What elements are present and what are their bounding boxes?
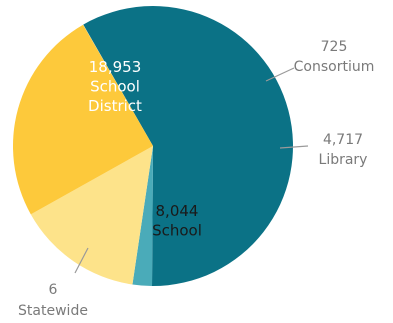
pie-slice-school: [12, 24, 153, 215]
slice-label-library: 4,717 Library: [319, 132, 368, 168]
slice-label-school: 8,044 School: [152, 202, 202, 240]
pie-slice-consortium: [132, 146, 153, 286]
leader-line-statewide: [74, 247, 89, 274]
leader-line-consortium: [265, 67, 295, 82]
pie-slice-library: [30, 146, 153, 285]
pie-slice-school-district: [83, 6, 293, 287]
pie-slice-statewide: [83, 24, 153, 146]
slice-label-consortium: 725 Consortium: [294, 39, 375, 75]
leader-line-library: [279, 145, 309, 149]
slice-label-school-district: 18,953 School District: [88, 58, 142, 115]
slice-label-statewide: 6 Statewide: [18, 282, 88, 319]
